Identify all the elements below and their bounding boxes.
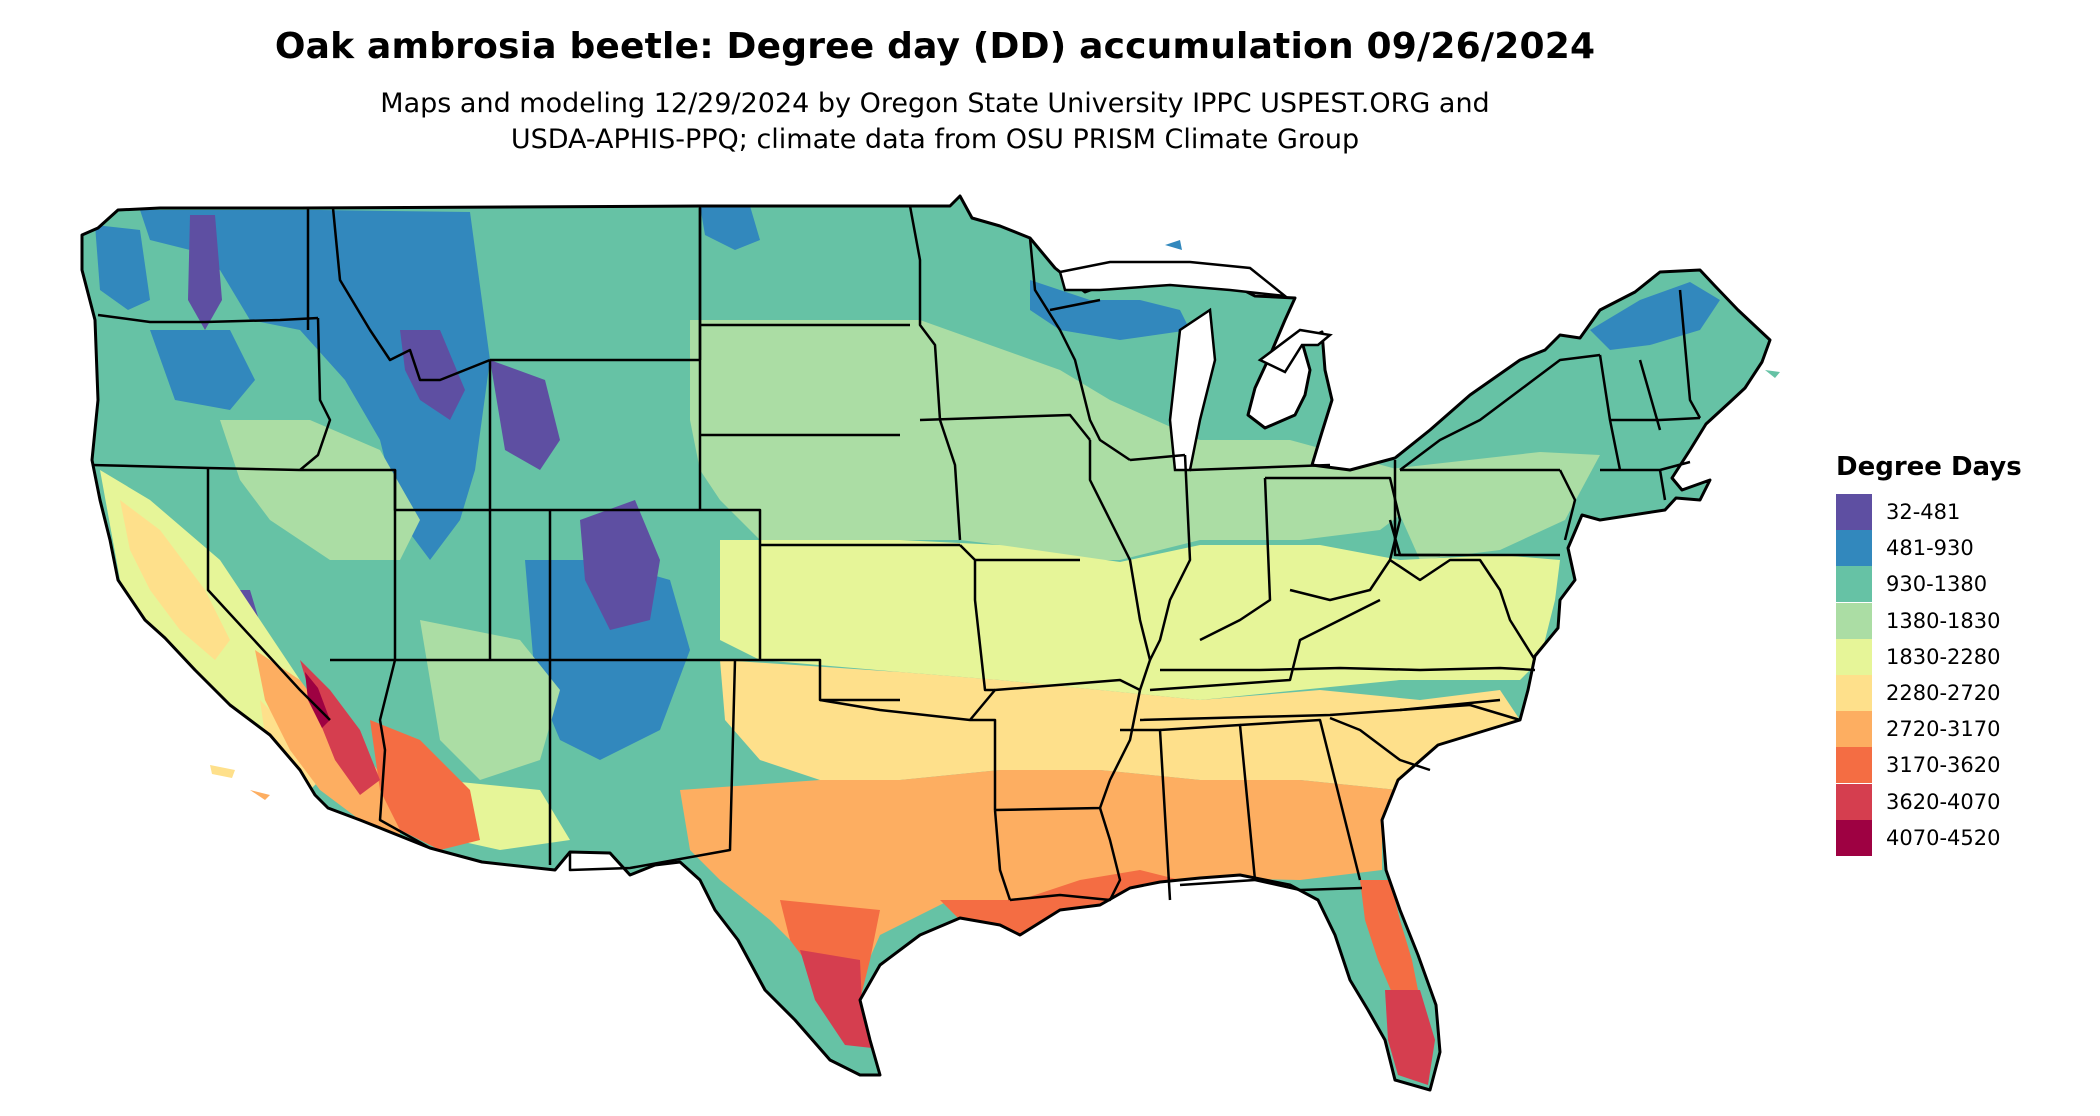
state-borders <box>91 205 1702 902</box>
map-subtitle-line-2: USDA-APHIS-PPQ; climate data from OSU PR… <box>510 124 1360 155</box>
legend-label: 1830-2280 <box>1886 644 2001 669</box>
legend-item: 3170-3620 <box>1836 747 2022 784</box>
legend-swatch <box>1836 530 1872 567</box>
legend-swatch <box>1836 566 1872 603</box>
legend-label: 4070-4520 <box>1886 825 2001 850</box>
legend-items: 32-481 481-930 930-1380 1380-1830 1830-2… <box>1836 494 2022 856</box>
legend-label: 2280-2720 <box>1886 681 2001 706</box>
legend-label: 3620-4070 <box>1886 789 2001 814</box>
legend-item: 32-481 <box>1836 494 2022 531</box>
legend: Degree Days 32-481 481-930 930-1380 1380… <box>1836 452 2022 856</box>
map-subtitle-line-1: Maps and modeling 12/29/2024 by Oregon S… <box>380 88 1490 119</box>
legend-label: 481-930 <box>1886 536 1974 561</box>
legend-item: 1830-2280 <box>1836 638 2022 675</box>
legend-swatch <box>1836 747 1872 784</box>
legend-item: 4070-4520 <box>1836 819 2022 856</box>
legend-label: 32-481 <box>1886 500 1961 525</box>
legend-swatch <box>1836 711 1872 748</box>
legend-label: 2720-3170 <box>1886 717 2001 742</box>
legend-item: 2280-2720 <box>1836 675 2022 712</box>
legend-swatch <box>1836 602 1872 639</box>
great-lakes <box>1058 260 1333 472</box>
legend-label: 3170-3620 <box>1886 753 2001 778</box>
legend-item: 481-930 <box>1836 530 2022 567</box>
legend-label: 1380-1830 <box>1886 608 2001 633</box>
legend-item: 2720-3170 <box>1836 711 2022 748</box>
map-title: Oak ambrosia beetle: Degree day (DD) acc… <box>274 26 1596 67</box>
legend-item: 930-1380 <box>1836 566 2022 603</box>
legend-swatch <box>1836 494 1872 531</box>
legend-swatch <box>1836 783 1872 820</box>
legend-item: 3620-4070 <box>1836 783 2022 820</box>
legend-item: 1380-1830 <box>1836 602 2022 639</box>
coastal-islands <box>210 240 1780 800</box>
legend-swatch <box>1836 819 1872 856</box>
legend-label: 930-1380 <box>1886 572 1988 597</box>
legend-swatch <box>1836 638 1872 675</box>
legend-swatch <box>1836 675 1872 712</box>
legend-title: Degree Days <box>1836 452 2022 482</box>
